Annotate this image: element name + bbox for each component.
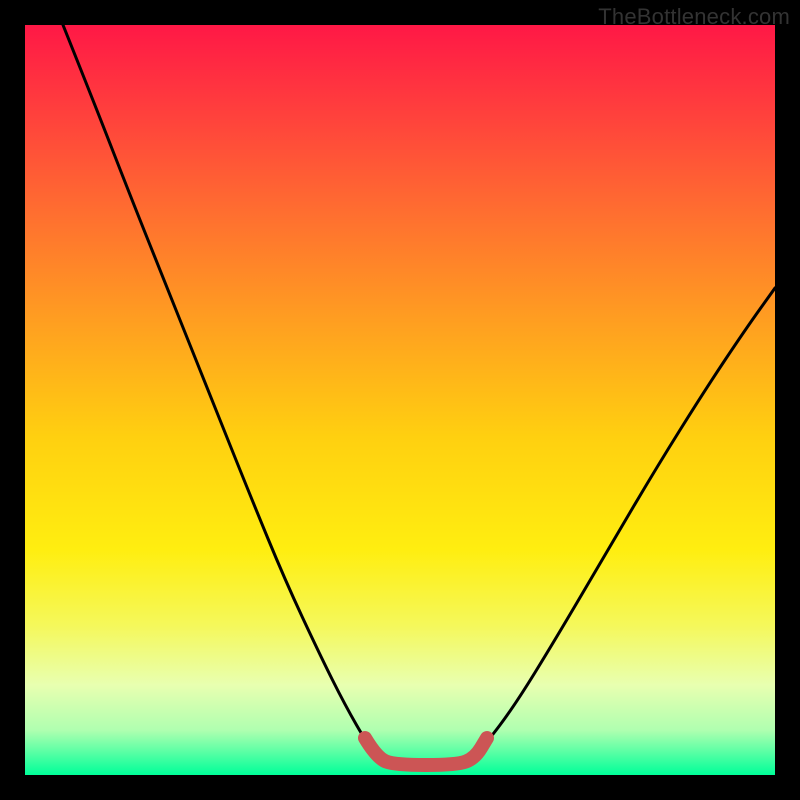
plot-area (25, 25, 775, 775)
chart-frame: TheBottleneck.com (0, 0, 800, 800)
gradient-background (25, 25, 775, 775)
watermark-text: TheBottleneck.com (598, 4, 790, 30)
bottleneck-chart (25, 25, 775, 775)
